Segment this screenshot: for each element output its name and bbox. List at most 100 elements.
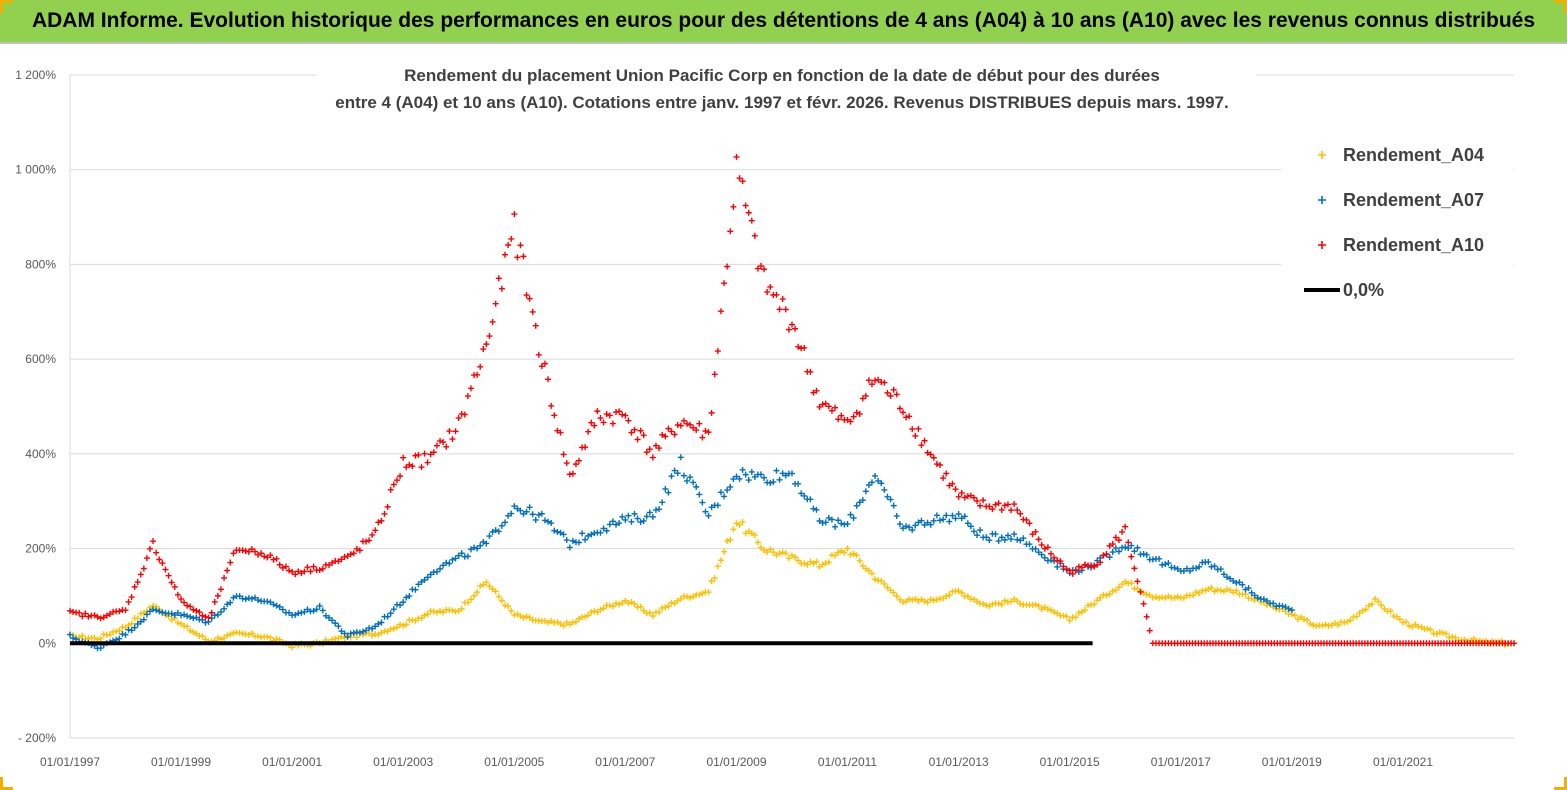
data-point <box>1048 550 1055 557</box>
data-point <box>91 634 98 641</box>
data-point <box>680 417 687 424</box>
data-point <box>881 379 888 386</box>
data-point <box>1171 594 1178 601</box>
data-point <box>264 554 271 561</box>
data-point <box>770 478 777 485</box>
data-point <box>646 509 653 516</box>
data-point <box>730 526 737 533</box>
data-point <box>178 596 185 603</box>
data-point <box>1335 621 1342 628</box>
data-point <box>579 530 586 537</box>
data-point <box>267 634 274 641</box>
data-point <box>545 518 552 525</box>
data-point <box>745 477 752 484</box>
data-point <box>1242 586 1249 593</box>
data-point <box>292 571 299 578</box>
data-point <box>548 618 555 625</box>
data-point <box>721 548 728 555</box>
data-point <box>1396 616 1403 623</box>
data-point <box>313 606 320 613</box>
data-point <box>464 393 471 400</box>
data-point <box>412 617 419 624</box>
data-point <box>103 612 110 619</box>
data-point <box>912 522 919 529</box>
data-point <box>795 557 802 564</box>
data-point <box>736 175 743 182</box>
data-point <box>1511 640 1517 647</box>
data-point <box>906 413 913 420</box>
data-point <box>705 589 712 596</box>
data-point <box>572 461 579 468</box>
data-point <box>1368 601 1375 608</box>
data-point <box>1359 607 1366 614</box>
data-point <box>122 624 129 631</box>
data-point <box>933 461 940 468</box>
data-point <box>1372 595 1379 602</box>
data-point <box>724 263 731 270</box>
data-point <box>619 600 626 607</box>
data-point <box>548 402 555 409</box>
data-point <box>1115 548 1122 555</box>
x-tick-label: 01/01/2005 <box>484 755 544 769</box>
data-point <box>900 409 907 416</box>
data-point <box>538 510 545 517</box>
data-point <box>289 568 296 575</box>
data-point <box>184 613 191 620</box>
data-point <box>591 608 598 615</box>
data-point <box>554 427 561 434</box>
data-point <box>1001 597 1008 604</box>
data-point <box>1100 552 1107 559</box>
data-point <box>208 609 215 616</box>
data-point <box>1205 558 1212 565</box>
data-point <box>128 627 135 634</box>
gridlines <box>69 74 1514 739</box>
data-point <box>363 538 370 545</box>
data-point <box>495 528 502 535</box>
data-point <box>535 351 542 358</box>
data-point <box>301 608 308 615</box>
data-point <box>1208 584 1215 591</box>
data-point <box>967 523 974 530</box>
data-point <box>958 515 965 522</box>
data-point <box>668 428 675 435</box>
data-point <box>440 609 447 616</box>
data-point <box>1220 588 1227 595</box>
data-point <box>915 598 922 605</box>
data-point <box>606 602 613 609</box>
data-point <box>1004 532 1011 539</box>
data-point <box>702 508 709 515</box>
data-point <box>1072 614 1079 621</box>
data-point <box>1119 581 1126 588</box>
data-point <box>878 577 885 584</box>
data-point <box>974 598 981 605</box>
data-point <box>1196 590 1203 597</box>
data-point <box>649 454 656 461</box>
data-point <box>70 635 77 642</box>
data-point <box>150 606 157 613</box>
data-point <box>230 594 237 601</box>
data-point <box>452 428 459 435</box>
data-point <box>887 587 894 594</box>
data-point <box>622 597 629 604</box>
data-point <box>1112 587 1119 594</box>
data-point <box>967 492 974 499</box>
data-point <box>597 415 604 422</box>
data-point <box>329 617 336 624</box>
data-point <box>665 603 672 610</box>
data-point <box>665 489 672 496</box>
data-point <box>721 493 728 500</box>
data-point <box>94 613 101 620</box>
data-point <box>554 528 561 535</box>
data-point <box>171 611 178 618</box>
data-point <box>1014 598 1021 605</box>
data-point <box>619 411 626 418</box>
data-point <box>998 601 1005 608</box>
data-point <box>764 288 771 295</box>
data-point <box>344 633 351 640</box>
data-point <box>134 620 141 627</box>
data-point <box>332 620 339 627</box>
data-point <box>181 599 188 606</box>
data-point <box>825 403 832 410</box>
data-point <box>819 401 826 408</box>
data-point <box>853 552 860 559</box>
